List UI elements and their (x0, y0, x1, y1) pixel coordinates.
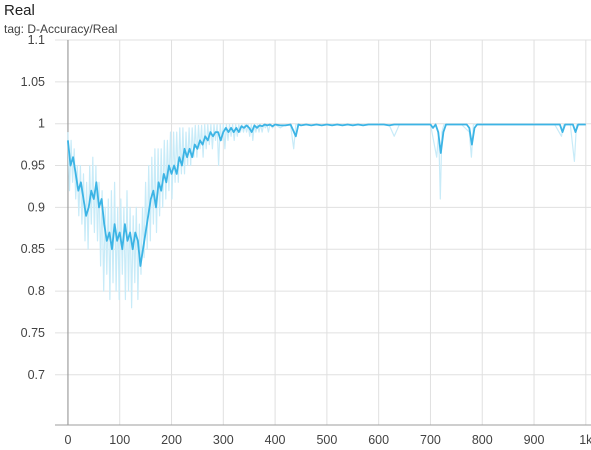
x-tick-label: 1k (579, 433, 591, 447)
x-tick-label: 400 (265, 433, 286, 447)
y-tick-label: 0.7 (28, 368, 45, 382)
x-tick-label: 300 (213, 433, 234, 447)
x-tick-label: 800 (472, 433, 493, 447)
y-tick-labels: 0.7 0.75 0.8 0.85 0.9 0.95 1 1.05 1.1 (21, 33, 45, 382)
x-tick-label: 900 (524, 433, 545, 447)
x-tick-label: 700 (420, 433, 441, 447)
x-tick-labels: 0 100 200 300 400 500 600 700 800 900 1k (64, 433, 591, 447)
y-tick-label: 0.8 (28, 284, 45, 298)
y-tick-label: 0.9 (28, 200, 45, 214)
y-tick-label: 0.95 (21, 159, 45, 173)
y-tick-label: 0.75 (21, 326, 45, 340)
x-tick-label: 0 (64, 433, 71, 447)
y-tick-label: 1.1 (28, 33, 45, 47)
y-tick-label: 1.05 (21, 75, 45, 89)
x-tick-label: 500 (316, 433, 337, 447)
x-tick-label: 600 (368, 433, 389, 447)
y-tick-label: 0.85 (21, 242, 45, 256)
x-tick-label: 200 (161, 433, 182, 447)
x-tick-label: 100 (109, 433, 130, 447)
y-tick-label: 1 (38, 117, 45, 131)
